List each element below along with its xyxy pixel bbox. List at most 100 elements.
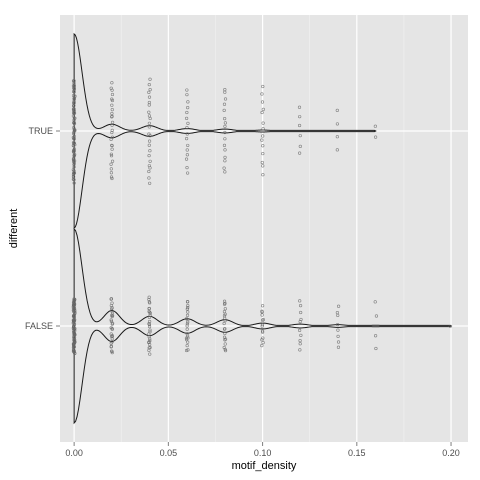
data-point — [110, 337, 114, 341]
data-point — [261, 318, 265, 322]
data-point — [260, 344, 264, 348]
data-point — [186, 306, 190, 310]
data-point — [261, 84, 265, 89]
data-point — [185, 93, 189, 97]
data-point — [148, 342, 152, 347]
data-point — [185, 327, 189, 331]
axes: 0.00 0.05 0.10 0.15 0.20 TRUE FALSE — [25, 126, 460, 458]
data-point — [222, 299, 227, 303]
data-point — [110, 147, 114, 151]
data-point — [109, 175, 114, 179]
data-point — [297, 123, 302, 128]
data-point — [298, 299, 302, 303]
data-point — [148, 134, 152, 138]
data-point — [186, 340, 190, 344]
data-point — [297, 105, 302, 109]
data-point — [223, 90, 227, 94]
data-point — [110, 123, 114, 127]
data-point — [148, 337, 152, 341]
jitter-points — [71, 77, 452, 356]
data-point — [110, 92, 115, 97]
data-point — [223, 170, 227, 174]
data-point — [147, 125, 151, 129]
data-point — [373, 135, 378, 139]
x-axis-title: motif_density — [232, 460, 297, 472]
data-point — [222, 321, 226, 326]
data-point — [147, 306, 151, 311]
data-point — [110, 143, 114, 148]
data-point — [109, 345, 113, 349]
data-point — [72, 99, 76, 103]
data-point — [260, 329, 265, 333]
data-point — [147, 335, 151, 339]
data-point — [260, 324, 264, 328]
data-point — [109, 318, 113, 322]
data-point — [72, 323, 76, 327]
data-point — [109, 307, 114, 311]
data-point — [148, 181, 152, 185]
data-point — [110, 309, 114, 313]
data-point — [147, 83, 151, 87]
data-point — [223, 130, 227, 135]
data-point — [223, 155, 227, 159]
data-point — [299, 333, 303, 337]
data-point — [185, 343, 189, 348]
data-point — [336, 334, 340, 338]
data-point — [298, 348, 302, 352]
data-point — [261, 134, 265, 138]
data-point — [110, 107, 114, 112]
data-point — [72, 137, 76, 141]
data-point — [147, 169, 151, 174]
data-point — [148, 311, 152, 315]
data-point — [71, 149, 76, 154]
data-point — [222, 166, 226, 170]
data-point — [223, 331, 227, 336]
data-point — [72, 130, 76, 134]
data-point — [185, 132, 189, 136]
data-point — [72, 334, 76, 339]
data-point — [148, 301, 152, 305]
x-tick-label: 0.20 — [442, 448, 460, 458]
data-point — [148, 116, 152, 121]
data-point — [110, 130, 114, 135]
data-point — [72, 153, 76, 157]
data-point — [185, 153, 189, 157]
data-point — [336, 313, 340, 318]
data-point — [73, 351, 77, 355]
data-point — [147, 176, 151, 180]
data-point — [260, 338, 264, 342]
data-point — [335, 322, 340, 327]
data-point — [72, 90, 76, 94]
data-point — [336, 328, 340, 332]
data-point — [147, 325, 152, 329]
data-point — [110, 334, 114, 339]
data-point — [147, 322, 151, 326]
data-point — [223, 327, 227, 331]
data-point — [110, 98, 115, 103]
data-point — [147, 103, 151, 107]
data-point — [110, 88, 114, 92]
data-point — [147, 139, 152, 143]
data-point — [335, 108, 339, 113]
data-point — [148, 328, 152, 332]
data-point — [72, 171, 76, 175]
x-tick-label: 0.05 — [160, 448, 178, 458]
data-point — [110, 159, 115, 163]
data-point — [261, 127, 265, 131]
data-point — [185, 137, 189, 141]
data-point — [223, 342, 227, 346]
data-point — [72, 315, 76, 319]
data-point — [261, 318, 265, 322]
data-point — [109, 154, 114, 158]
data-point — [147, 348, 151, 353]
violin-true — [73, 32, 377, 230]
data-point — [148, 149, 152, 153]
data-point — [222, 302, 227, 306]
data-point — [110, 115, 114, 119]
data-point — [109, 171, 113, 175]
data-point — [184, 157, 189, 161]
data-point — [186, 171, 190, 175]
data-point — [298, 115, 302, 119]
data-point — [71, 94, 76, 98]
